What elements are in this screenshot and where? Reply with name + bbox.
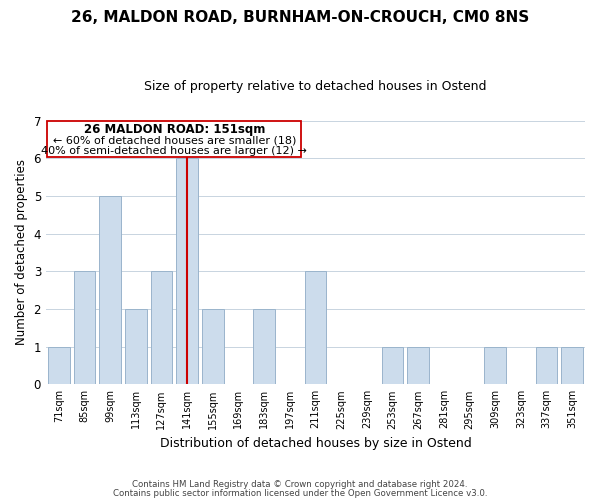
Bar [74, 272, 95, 384]
Bar [48, 346, 70, 385]
Bar [561, 346, 583, 385]
Title: Size of property relative to detached houses in Ostend: Size of property relative to detached ho… [144, 80, 487, 93]
Text: 40% of semi-detached houses are larger (12) →: 40% of semi-detached houses are larger (… [41, 146, 307, 156]
Text: 26, MALDON ROAD, BURNHAM-ON-CROUCH, CM0 8NS: 26, MALDON ROAD, BURNHAM-ON-CROUCH, CM0 … [71, 10, 529, 25]
Bar [176, 158, 198, 384]
Text: 26 MALDON ROAD: 151sqm: 26 MALDON ROAD: 151sqm [83, 122, 265, 136]
Bar [484, 346, 506, 385]
Bar [536, 346, 557, 385]
Text: ← 60% of detached houses are smaller (18): ← 60% of detached houses are smaller (18… [53, 136, 296, 145]
Bar [407, 346, 429, 385]
Bar [125, 309, 146, 384]
Bar [382, 346, 403, 385]
Bar [305, 272, 326, 384]
Y-axis label: Number of detached properties: Number of detached properties [15, 160, 28, 346]
Bar [99, 196, 121, 384]
Bar [253, 309, 275, 384]
Text: Contains public sector information licensed under the Open Government Licence v3: Contains public sector information licen… [113, 489, 487, 498]
FancyBboxPatch shape [47, 120, 301, 157]
X-axis label: Distribution of detached houses by size in Ostend: Distribution of detached houses by size … [160, 437, 472, 450]
Text: Contains HM Land Registry data © Crown copyright and database right 2024.: Contains HM Land Registry data © Crown c… [132, 480, 468, 489]
Bar [202, 309, 224, 384]
Bar [151, 272, 172, 384]
